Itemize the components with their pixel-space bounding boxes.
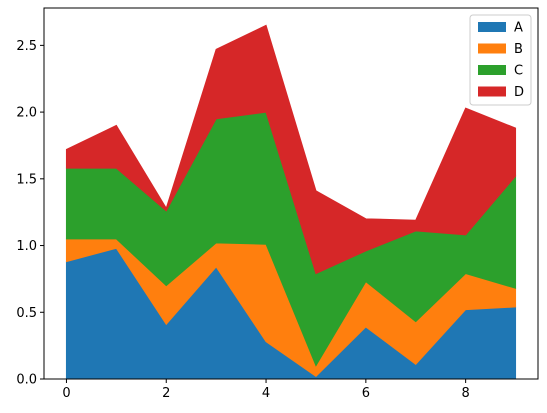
legend-box: [469, 14, 532, 106]
y-tick-label: 0.0: [16, 373, 37, 388]
series-areas: [65, 24, 517, 380]
x-tick-label: 0: [62, 386, 70, 401]
legend-swatch-c: [478, 65, 506, 75]
y-tick-label: 2.5: [16, 39, 37, 54]
x-tick-label: 6: [362, 386, 370, 401]
x-tick-label: 4: [262, 386, 270, 401]
y-tick-label: 1.0: [16, 239, 37, 254]
y-tick-label: 1.5: [16, 172, 37, 187]
legend-swatch-a: [478, 22, 506, 32]
legend-label-c: C: [514, 64, 523, 79]
y-tick-label: 2.0: [16, 106, 37, 121]
y-tick-label: 0.5: [16, 306, 37, 321]
x-tick-label: 2: [162, 386, 170, 401]
x-axis-ticks: 0 2 4 6 8: [62, 379, 470, 401]
legend-label-d: D: [514, 85, 524, 100]
x-tick-label: 8: [462, 386, 470, 401]
legend-label-b: B: [514, 42, 523, 57]
area-series-d: [65, 24, 517, 275]
plot-frame: [43, 7, 539, 380]
y-axis-ticks: 0.0 0.5 1.0 1.5 2.0 2.5: [16, 39, 44, 388]
legend-swatch-d: [478, 86, 506, 97]
legend-label-a: A: [514, 21, 523, 36]
legend-swatch-b: [478, 43, 506, 54]
